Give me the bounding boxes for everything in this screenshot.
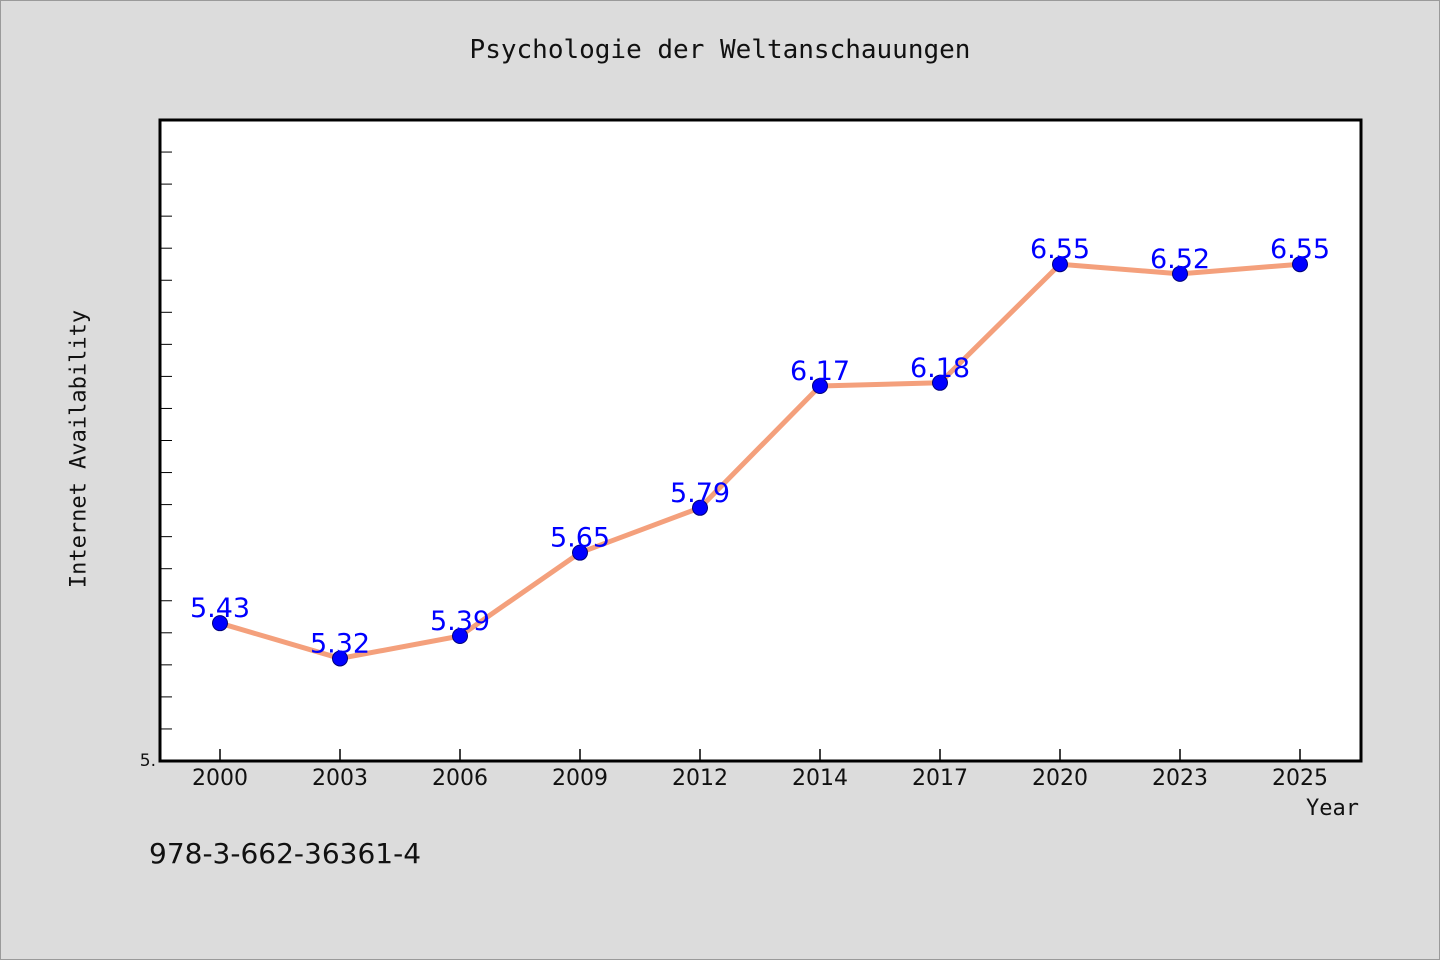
x-tick-label: 2000 xyxy=(192,766,248,791)
x-tick-label: 2023 xyxy=(1152,766,1208,791)
data-point xyxy=(692,499,708,516)
x-tick-label: 2020 xyxy=(1032,766,1088,791)
x-tick-label: 2003 xyxy=(312,766,368,791)
data-point xyxy=(1292,256,1308,273)
x-tick-label: 2009 xyxy=(552,766,608,791)
data-point xyxy=(332,650,348,667)
x-axis-label: Year xyxy=(1306,796,1359,821)
data-label: 5.79 xyxy=(670,478,730,509)
data-point xyxy=(812,378,828,395)
series-line xyxy=(219,261,1301,661)
data-label: 5.32 xyxy=(310,628,370,659)
data-label: 5.65 xyxy=(550,523,610,554)
y-tick-label: 5. xyxy=(140,751,156,771)
data-label: 6.55 xyxy=(1030,234,1090,265)
data-label: 6.18 xyxy=(910,353,970,384)
data-point xyxy=(932,374,948,391)
data-point xyxy=(1052,256,1068,273)
data-point xyxy=(572,544,588,561)
x-tick-label: 2025 xyxy=(1272,766,1328,791)
x-tick-label: 2017 xyxy=(912,766,968,791)
data-label: 6.55 xyxy=(1270,234,1330,265)
data-point xyxy=(1172,265,1188,282)
data-label: 6.17 xyxy=(790,356,850,387)
footer-code: 978-3-662-36361-4 xyxy=(149,837,422,870)
data-label: 6.52 xyxy=(1150,244,1210,275)
data-label: 5.43 xyxy=(190,593,250,624)
data-label: 5.39 xyxy=(430,606,490,637)
x-tick-label: 2012 xyxy=(672,766,728,791)
x-tick-label: 2006 xyxy=(432,766,488,791)
data-point xyxy=(212,615,228,632)
chart-title: Psychologie der Weltanschauungen xyxy=(469,35,971,65)
data-point xyxy=(452,628,468,645)
x-tick-label: 2014 xyxy=(792,766,848,791)
